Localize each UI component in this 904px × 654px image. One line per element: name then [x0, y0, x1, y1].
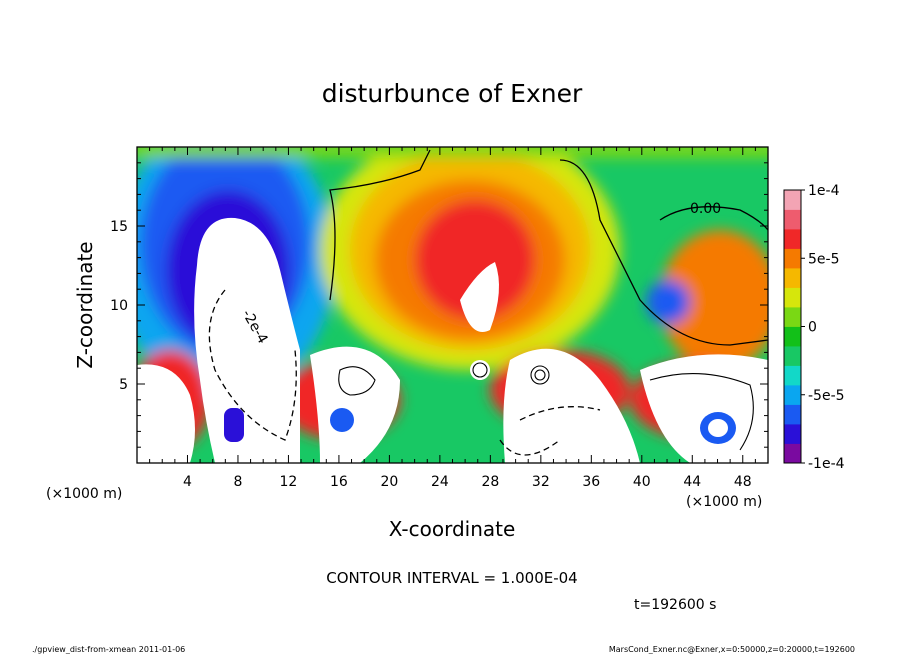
- x-tick-label: 16: [330, 474, 348, 490]
- colorbar-segment: [784, 229, 801, 249]
- colorbar-tick-label: 5e-5: [808, 251, 839, 267]
- colorbar-segment: [784, 346, 801, 366]
- colorbar-tick-label: -1e-4: [808, 456, 845, 472]
- x-axis-label: X-coordinate: [389, 517, 516, 541]
- colorbar-segment: [784, 443, 801, 464]
- contour-interval: CONTOUR INTERVAL = 1.000E-04: [326, 569, 577, 587]
- heatmap-field: [137, 147, 768, 463]
- colorbar-segment: [784, 209, 801, 230]
- colorbar-segment: [784, 365, 801, 386]
- colorbar-labels: 1e-4 5e-5 0 -5e-5 -1e-4: [801, 183, 845, 472]
- x-axis: 4 8 12 16 20 24 28 32 36 40 44 48: [149, 147, 756, 490]
- colorbar-segment: [784, 248, 801, 269]
- footer-right: MarsCond_Exner.nc@Exner,x=0:50000,z=0:20…: [609, 645, 855, 654]
- chart-title: disturbunce of Exner: [322, 79, 583, 108]
- y-tick-label: 5: [119, 377, 128, 393]
- x-tick-label: 36: [582, 474, 600, 490]
- x-tick-label: 4: [183, 474, 192, 490]
- colorbar-tick-label: 1e-4: [808, 183, 840, 199]
- footer-left: ./gpview_dist-from-xmean 2011-01-06: [32, 645, 185, 654]
- y-axis: 5 10 15: [110, 162, 768, 448]
- x-unit-left: (×1000 m): [46, 486, 122, 502]
- x-tick-label: 28: [481, 474, 499, 490]
- y-axis-label: Z-coordinate: [73, 241, 97, 368]
- y-tick-label: 15: [110, 219, 128, 235]
- x-tick-label: 24: [431, 474, 449, 490]
- colorbar-segment: [784, 326, 801, 347]
- x-tick-label: 20: [380, 474, 398, 490]
- time-label: t=192600 s: [634, 597, 716, 613]
- x-tick-label: 44: [683, 474, 701, 490]
- colorbar-tick-label: 0: [808, 320, 817, 336]
- colorbar-segment: [784, 190, 801, 210]
- y-tick-label: 10: [110, 298, 128, 314]
- x-tick-label: 32: [532, 474, 550, 490]
- contour-label-zero: 0.00: [690, 201, 721, 217]
- colorbar-segment: [784, 404, 801, 425]
- x-tick-label: 48: [734, 474, 752, 490]
- colorbar-segment: [784, 424, 801, 444]
- colorbar-segment: [784, 268, 801, 288]
- x-tick-label: 40: [633, 474, 651, 490]
- colorbar-segment: [784, 307, 801, 327]
- x-tick-label: 8: [233, 474, 242, 490]
- colorbar-segment: [784, 287, 801, 308]
- x-unit-right: (×1000 m): [686, 494, 762, 510]
- x-tick-label: 12: [280, 474, 298, 490]
- colorbar-segment: [784, 385, 801, 405]
- colorbar: [783, 189, 802, 464]
- colorbar-tick-label: -5e-5: [808, 388, 845, 404]
